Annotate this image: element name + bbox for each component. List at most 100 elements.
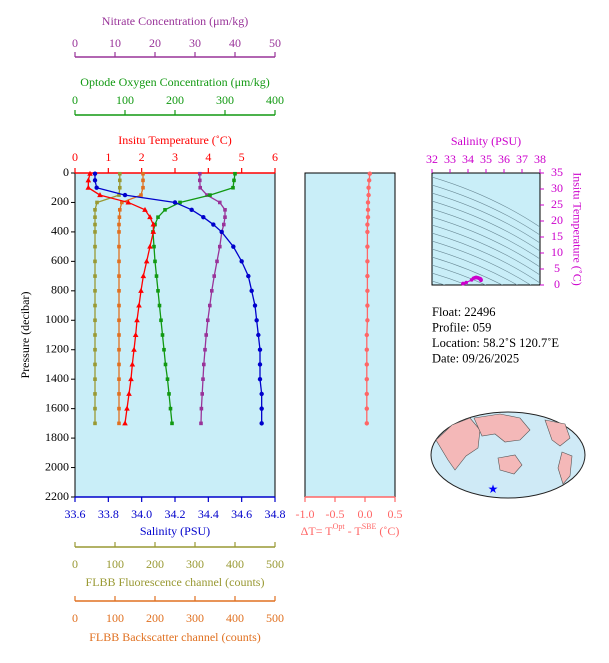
info-line: Location: 58.2˚S 120.7˚E — [432, 336, 559, 350]
label-part: - T — [345, 524, 363, 538]
data-point — [222, 222, 226, 227]
data-point — [198, 178, 202, 183]
info-line: Date: 09/26/2025 — [432, 351, 519, 365]
data-point — [160, 333, 165, 337]
data-point — [198, 171, 202, 176]
x-tick-label: 200 — [166, 93, 184, 107]
x-tick-label: 0.5 — [388, 507, 403, 521]
profile-line — [87, 173, 154, 424]
data-point — [365, 288, 370, 294]
data-point — [205, 193, 209, 197]
data-point — [117, 274, 121, 278]
density-contour — [432, 216, 540, 268]
data-point — [117, 289, 121, 293]
x-tick-label: 34.8 — [265, 507, 286, 521]
y-axis-label: Pressure (decibar) — [18, 292, 32, 379]
data-point — [143, 258, 150, 264]
x-tick-label: 2 — [139, 150, 145, 164]
x-tick-label: 38 — [534, 152, 546, 166]
data-point — [117, 215, 122, 219]
data-point — [189, 207, 194, 213]
data-point — [150, 221, 157, 227]
x-tick-label: 300 — [186, 557, 204, 571]
data-point — [367, 178, 372, 183]
x-tick-label: 35 — [480, 152, 492, 166]
data-point — [93, 208, 97, 212]
data-point — [202, 362, 206, 367]
data-point — [212, 274, 216, 278]
data-point — [139, 193, 143, 197]
data-point — [218, 244, 222, 249]
data-point — [93, 215, 97, 219]
data-point — [364, 421, 369, 426]
data-point — [256, 332, 261, 338]
x-tick-label: 6 — [272, 150, 278, 164]
data-point — [93, 259, 97, 264]
data-point — [208, 193, 212, 197]
x-tick-label: 33.6 — [65, 507, 86, 521]
x-tick-label: 33.8 — [98, 507, 119, 521]
x-tick-label: 36 — [498, 152, 510, 166]
data-point — [147, 214, 153, 220]
x-axis-label: Salinity (PSU) — [140, 524, 210, 538]
data-point — [120, 200, 124, 205]
density-contour — [432, 192, 540, 244]
data-point — [93, 392, 97, 396]
data-point — [138, 287, 144, 293]
x-tick-label: 300 — [216, 93, 234, 107]
data-point — [257, 376, 263, 382]
data-point — [366, 185, 371, 190]
data-point — [206, 318, 210, 323]
data-point — [365, 214, 371, 220]
x-tick-label: -1.0 — [296, 507, 315, 521]
plot-area — [304, 172, 396, 498]
data-point — [129, 361, 136, 367]
data-point — [252, 303, 258, 308]
data-point — [365, 244, 370, 249]
data-point — [201, 377, 205, 381]
data-point — [117, 318, 121, 323]
x-tick-label: 200 — [146, 611, 164, 625]
data-point — [163, 362, 168, 367]
x-axis-label: FLBB Fluorescence channel (counts) — [86, 575, 265, 589]
label-part: Opt — [333, 522, 346, 531]
data-point — [170, 421, 174, 426]
data-point — [246, 273, 251, 279]
data-point — [152, 244, 156, 249]
data-point — [219, 229, 224, 235]
data-point — [218, 200, 222, 205]
data-point — [259, 406, 264, 411]
profile-line — [366, 173, 371, 424]
y-tick-label: 2000 — [45, 459, 69, 473]
data-point — [162, 347, 166, 352]
data-point — [199, 406, 204, 411]
x-axis-label: Optode Oxygen Concentration (μm/kg) — [80, 75, 269, 89]
y-tick-label: 0 — [63, 165, 69, 179]
data-point — [95, 200, 99, 205]
density-contour — [432, 272, 468, 285]
data-point — [254, 318, 259, 323]
data-point — [117, 347, 121, 352]
density-contour — [432, 176, 540, 228]
data-point — [131, 346, 137, 352]
data-point — [117, 377, 121, 381]
density-contour — [432, 280, 446, 285]
y-tick-label: 30 — [551, 181, 563, 195]
density-contour — [432, 208, 540, 260]
data-point — [156, 289, 160, 293]
x-tick-label: 34.2 — [165, 507, 186, 521]
x-tick-label: 100 — [116, 93, 134, 107]
data-point — [210, 289, 214, 293]
data-point — [117, 259, 121, 264]
data-point — [93, 303, 97, 308]
data-point — [93, 222, 97, 227]
data-point — [211, 222, 216, 227]
data-point — [141, 185, 145, 190]
x-tick-label: 4 — [205, 150, 211, 164]
profile-line — [152, 173, 236, 424]
data-point — [93, 318, 97, 323]
y-tick-label: 20 — [551, 213, 563, 227]
x-tick-label: 34 — [462, 152, 474, 166]
x-tick-label: 50 — [269, 36, 281, 50]
